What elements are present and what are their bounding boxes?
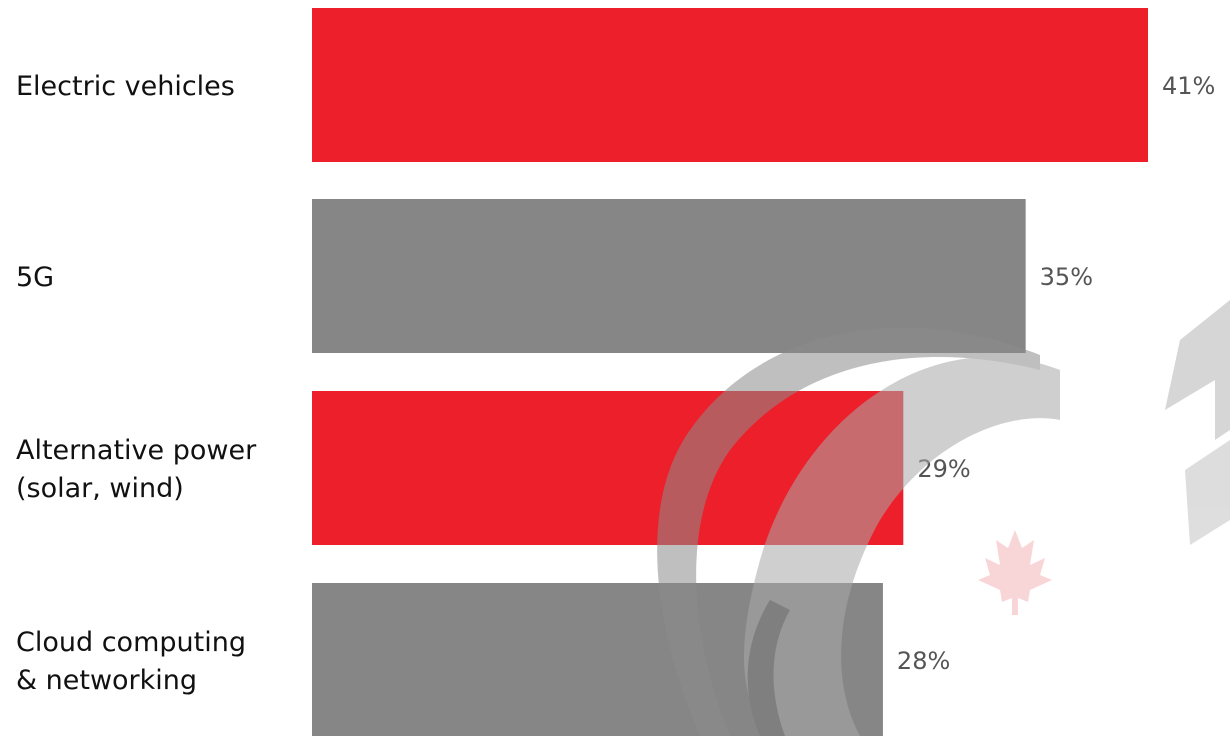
category-label: Alternative power [16,435,257,466]
watermark-inner-arc [747,600,790,736]
value-label: 28% [897,647,950,675]
category-label: Electric vehicles [16,71,235,102]
bar-2 [312,199,1026,353]
watermark-e-bar [1185,440,1230,545]
category-label: 5G [16,262,54,293]
watermark-c-arc [743,356,1060,736]
category-label: (solar, wind) [16,473,184,504]
watermark-e-letter [1165,300,1230,440]
value-label: 41% [1162,72,1215,100]
maple-leaf-icon [978,530,1052,615]
watermark-swoosh [657,327,1040,736]
bar-1 [312,8,1148,162]
category-label: & networking [16,665,197,696]
value-label: 35% [1040,263,1093,291]
labels-layer: 41%Electric vehicles35%5G29%Alternative … [16,71,1215,696]
category-label: Cloud computing [16,627,246,658]
watermark-logo [657,300,1230,736]
